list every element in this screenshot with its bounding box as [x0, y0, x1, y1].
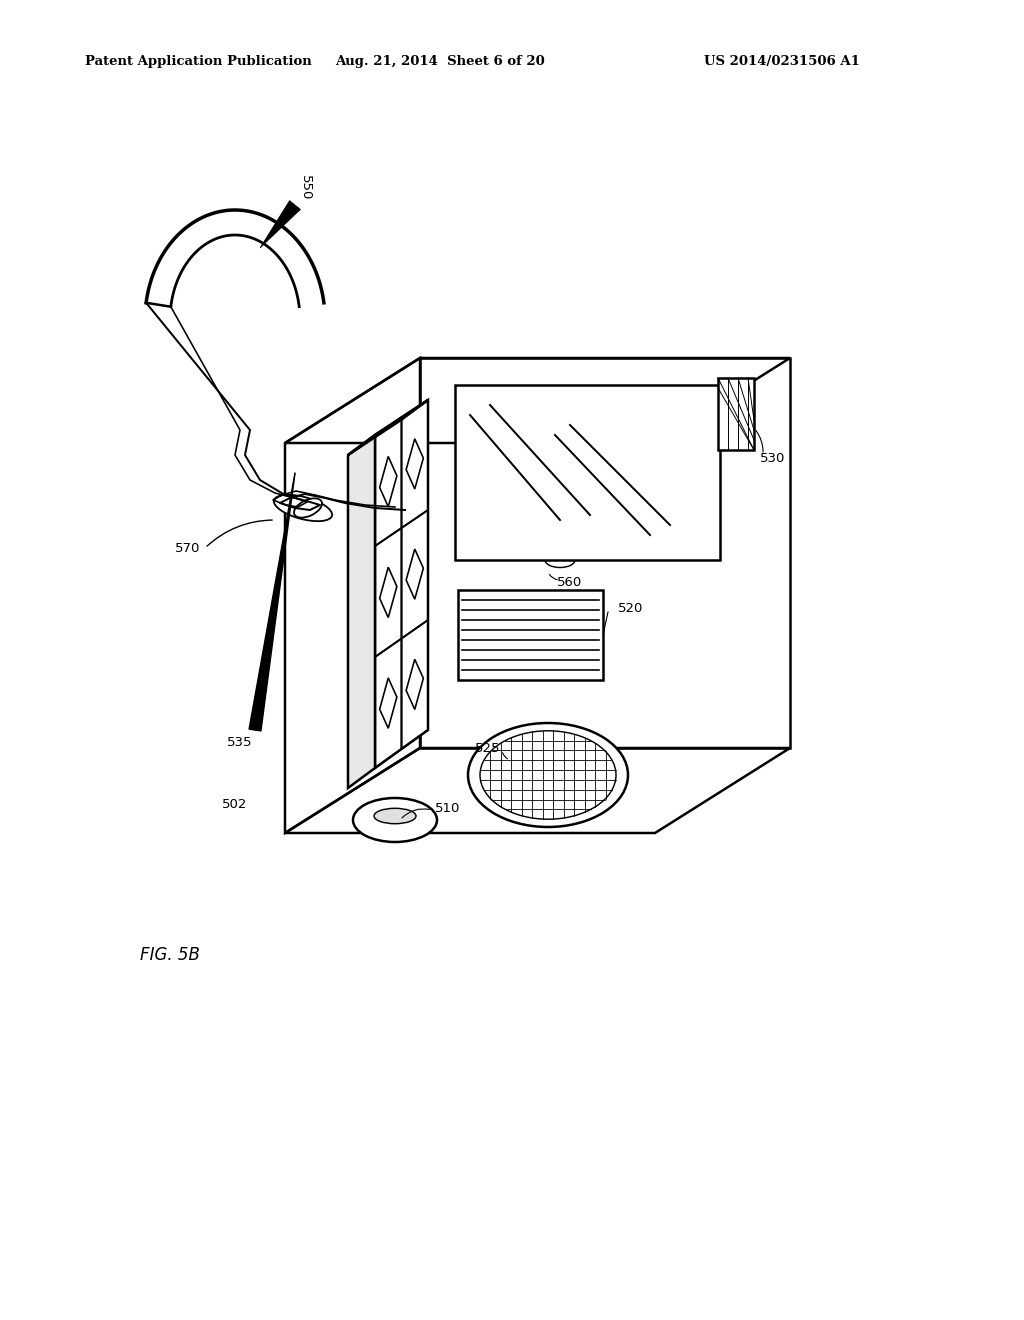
Text: 510: 510: [435, 801, 461, 814]
Text: 530: 530: [760, 451, 785, 465]
Polygon shape: [249, 473, 295, 731]
Text: 550: 550: [299, 176, 311, 201]
Ellipse shape: [480, 731, 616, 820]
Ellipse shape: [468, 723, 628, 828]
Polygon shape: [375, 400, 428, 768]
Bar: [718, 378, 754, 450]
Ellipse shape: [353, 799, 437, 842]
Bar: [458, 590, 603, 680]
Ellipse shape: [294, 499, 322, 517]
Polygon shape: [348, 400, 428, 455]
Text: FIG. 5B: FIG. 5B: [140, 946, 200, 964]
Text: 570: 570: [175, 541, 200, 554]
Polygon shape: [260, 201, 300, 248]
Text: 535: 535: [226, 735, 252, 748]
Ellipse shape: [273, 495, 332, 521]
Ellipse shape: [374, 808, 416, 824]
Text: 502: 502: [221, 799, 247, 812]
Text: Patent Application Publication: Patent Application Publication: [85, 55, 311, 69]
Text: 520: 520: [618, 602, 643, 615]
Bar: [455, 385, 720, 560]
Polygon shape: [348, 436, 375, 788]
Text: 525: 525: [474, 742, 500, 755]
Text: US 2014/0231506 A1: US 2014/0231506 A1: [705, 55, 860, 69]
Text: Aug. 21, 2014  Sheet 6 of 20: Aug. 21, 2014 Sheet 6 of 20: [335, 55, 545, 69]
Text: 560: 560: [557, 576, 583, 589]
